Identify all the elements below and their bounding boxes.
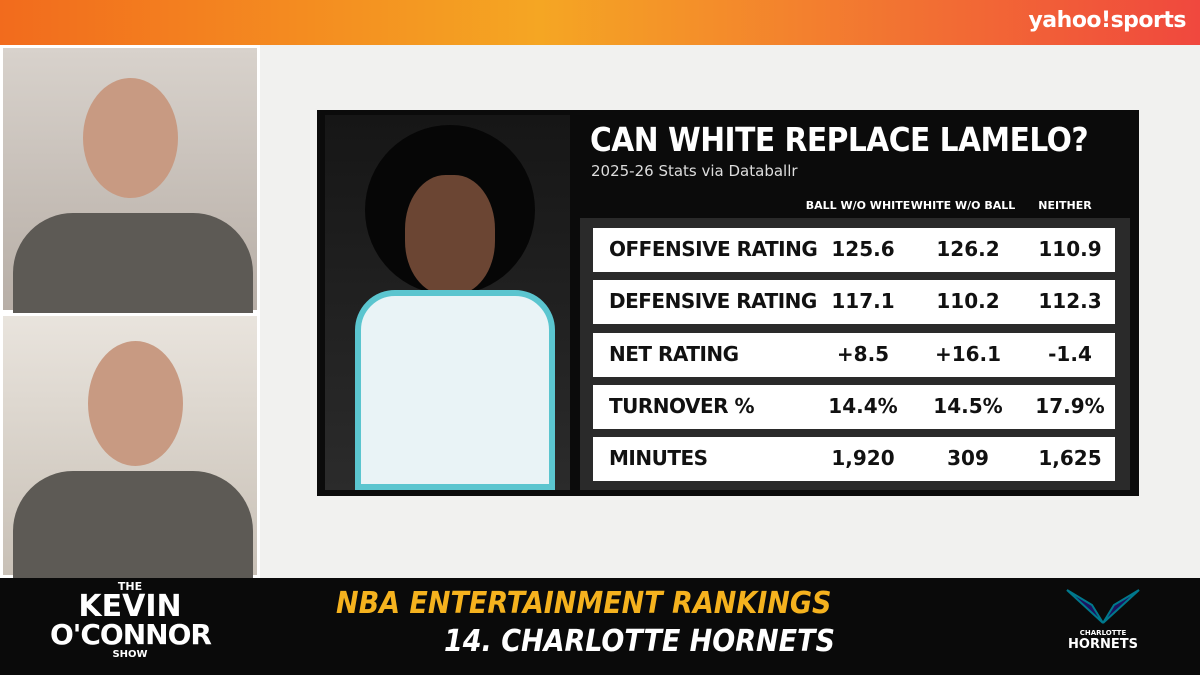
row-label: TURNOVER %	[609, 394, 755, 418]
table-row: MINUTES 1,920 309 1,625	[593, 437, 1115, 481]
show-line1: KEVIN	[78, 589, 182, 624]
lower-bar	[0, 578, 1200, 675]
show-bottom: SHOW	[112, 649, 148, 660]
cell-value: 309	[947, 446, 989, 470]
logo-wings	[1066, 589, 1140, 624]
column-header: WHITE W/O BALL	[910, 199, 1016, 212]
column-header: BALL W/O WHITE	[805, 199, 911, 212]
guest-body	[13, 471, 253, 581]
card-subtitle: 2025-26 Stats via Databallr	[591, 162, 798, 180]
team-logo: CHARLOTTE HORNETS	[1062, 585, 1144, 663]
table-row: NET RATING +8.5 +16.1 -1.4	[593, 333, 1115, 377]
cell-value: 110.9	[1038, 237, 1102, 261]
cell-value: +16.1	[934, 342, 1002, 366]
lower-third-subtitle: 14. CHARLOTTE HORNETS	[444, 624, 835, 659]
cell-value: 125.6	[831, 237, 895, 261]
logo-city: CHARLOTTE	[1079, 629, 1127, 637]
top-bar: yahoo!sports	[0, 0, 1200, 45]
row-label: OFFENSIVE RATING	[609, 237, 818, 261]
card-title: CAN WHITE REPLACE LAMELO?	[590, 120, 1089, 159]
table-row: DEFENSIVE RATING 117.1 110.2 112.3	[593, 280, 1115, 324]
cell-value: -1.4	[1048, 342, 1092, 366]
cell-value: 14.5%	[933, 394, 1003, 418]
show-line2: O'CONNOR	[50, 618, 212, 651]
row-label: DEFENSIVE RATING	[609, 289, 817, 313]
cell-value: 110.2	[936, 289, 1000, 313]
cell-value: +8.5	[836, 342, 890, 366]
cell-value: 1,625	[1038, 446, 1102, 470]
cell-value: 126.2	[936, 237, 1000, 261]
cell-value: 112.3	[1038, 289, 1102, 313]
host-camera	[0, 45, 260, 313]
host-head	[83, 78, 178, 198]
face	[405, 175, 495, 295]
player-photo	[325, 115, 570, 490]
row-label: MINUTES	[609, 446, 708, 470]
host-body	[13, 213, 253, 313]
table-row: OFFENSIVE RATING 125.6 126.2 110.9	[593, 228, 1115, 272]
show-logo: THE KEVIN O'CONNOR SHOW	[50, 578, 212, 660]
lower-third-title: NBA ENTERTAINMENT RANKINGS	[336, 586, 832, 621]
table-row: TURNOVER % 14.4% 14.5% 17.9%	[593, 385, 1115, 429]
cell-value: 17.9%	[1035, 394, 1105, 418]
cell-value: 14.4%	[828, 394, 898, 418]
column-header: NEITHER	[1038, 199, 1092, 212]
show-top: THE	[117, 580, 143, 593]
row-label: NET RATING	[609, 342, 739, 366]
cell-value: 1,920	[831, 446, 895, 470]
brand: yahoo!sports	[1028, 8, 1186, 33]
jersey	[355, 290, 555, 490]
logo-name: HORNETS	[1068, 637, 1138, 652]
cell-value: 117.1	[831, 289, 895, 313]
guest-head	[88, 341, 183, 466]
guest-camera	[0, 313, 260, 581]
